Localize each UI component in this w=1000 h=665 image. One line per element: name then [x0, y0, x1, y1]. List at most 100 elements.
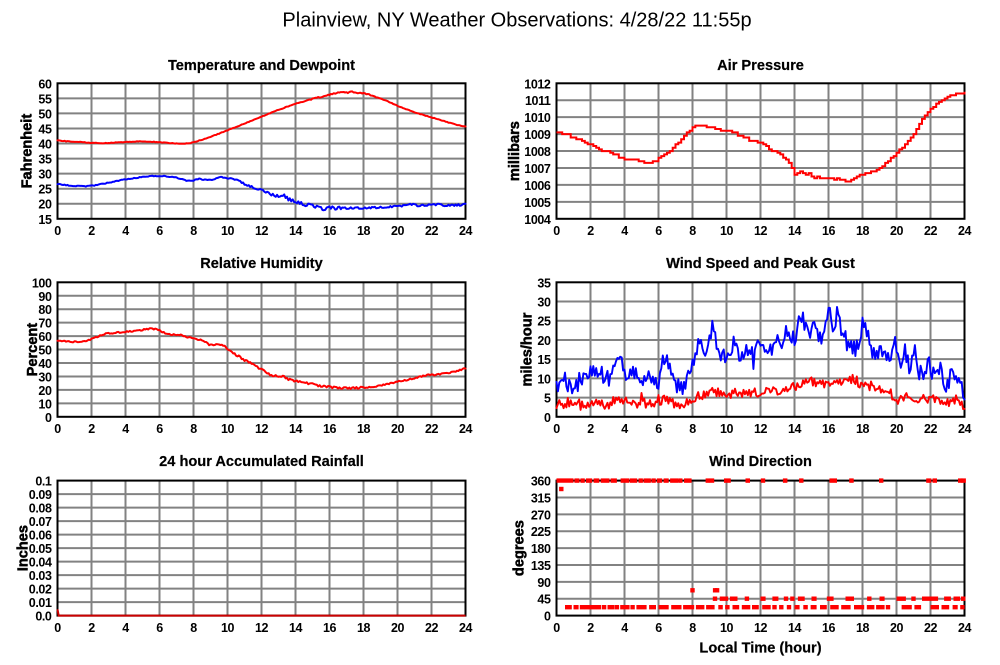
svg-text:45: 45	[38, 123, 52, 137]
svg-text:18: 18	[357, 621, 371, 635]
svg-text:14: 14	[289, 621, 303, 635]
svg-text:1011: 1011	[525, 94, 551, 108]
svg-text:24: 24	[459, 621, 473, 635]
svg-text:22: 22	[924, 422, 938, 436]
svg-text:315: 315	[531, 492, 551, 506]
svg-text:8: 8	[689, 422, 696, 436]
svg-text:10: 10	[221, 621, 235, 635]
svg-text:20: 20	[38, 198, 52, 212]
svg-text:18: 18	[856, 224, 870, 238]
svg-text:1007: 1007	[524, 162, 551, 176]
svg-text:millibars: millibars	[507, 121, 523, 181]
svg-text:270: 270	[531, 508, 551, 522]
svg-text:14: 14	[289, 422, 303, 436]
svg-text:1004: 1004	[524, 213, 551, 227]
svg-text:14: 14	[788, 224, 802, 238]
svg-text:2: 2	[587, 422, 594, 436]
svg-text:Fahrenheit: Fahrenheit	[20, 114, 36, 189]
svg-text:50: 50	[38, 344, 52, 358]
svg-text:16: 16	[323, 621, 337, 635]
svg-text:0: 0	[553, 621, 560, 635]
svg-text:2: 2	[88, 224, 95, 238]
svg-text:12: 12	[754, 422, 768, 436]
svg-text:225: 225	[531, 525, 551, 539]
svg-text:20: 20	[38, 384, 52, 398]
svg-text:16: 16	[323, 224, 337, 238]
svg-text:8: 8	[689, 621, 696, 635]
svg-text:180: 180	[531, 542, 551, 556]
svg-text:360: 360	[531, 475, 551, 489]
svg-text:8: 8	[190, 224, 197, 238]
svg-text:0.03: 0.03	[29, 569, 52, 583]
svg-text:4: 4	[122, 224, 129, 238]
svg-text:20: 20	[391, 224, 405, 238]
svg-text:10: 10	[221, 224, 235, 238]
svg-text:12: 12	[754, 621, 768, 635]
svg-text:60: 60	[38, 330, 52, 344]
svg-text:0: 0	[553, 422, 560, 436]
svg-text:22: 22	[425, 422, 439, 436]
svg-text:degrees: degrees	[512, 520, 528, 576]
svg-text:10: 10	[38, 397, 52, 411]
svg-text:24: 24	[459, 422, 473, 436]
svg-text:Wind Speed and Peak Gust: Wind Speed and Peak Gust	[666, 256, 855, 272]
svg-text:0: 0	[54, 621, 61, 635]
svg-text:5: 5	[544, 392, 551, 406]
svg-text:Temperature and Dewpoint: Temperature and Dewpoint	[168, 58, 355, 74]
svg-text:100: 100	[32, 276, 52, 290]
svg-text:0: 0	[45, 411, 52, 425]
svg-text:90: 90	[38, 290, 52, 304]
svg-text:6: 6	[655, 422, 662, 436]
svg-text:14: 14	[788, 422, 802, 436]
svg-text:0.02: 0.02	[29, 583, 52, 597]
svg-text:2: 2	[587, 621, 594, 635]
svg-text:40: 40	[38, 138, 52, 152]
svg-text:35: 35	[537, 276, 551, 290]
svg-text:15: 15	[38, 213, 52, 227]
svg-text:Relative Humidity: Relative Humidity	[200, 256, 323, 272]
svg-text:18: 18	[856, 422, 870, 436]
svg-text:0: 0	[544, 610, 551, 624]
svg-text:10: 10	[537, 372, 551, 386]
svg-text:20: 20	[391, 621, 405, 635]
svg-text:20: 20	[391, 422, 405, 436]
svg-text:45: 45	[537, 593, 551, 607]
svg-text:30: 30	[38, 370, 52, 384]
svg-text:16: 16	[822, 224, 836, 238]
svg-text:8: 8	[190, 621, 197, 635]
svg-text:20: 20	[890, 422, 904, 436]
svg-text:16: 16	[822, 422, 836, 436]
svg-text:20: 20	[890, 621, 904, 635]
svg-text:40: 40	[38, 357, 52, 371]
svg-text:10: 10	[720, 422, 734, 436]
svg-text:Air Pressure: Air Pressure	[717, 58, 804, 74]
svg-text:18: 18	[357, 422, 371, 436]
svg-text:20: 20	[890, 224, 904, 238]
svg-text:16: 16	[822, 621, 836, 635]
svg-text:1009: 1009	[524, 128, 551, 142]
svg-text:2: 2	[88, 621, 95, 635]
svg-text:35: 35	[38, 153, 52, 167]
svg-text:0.01: 0.01	[29, 596, 52, 610]
svg-text:4: 4	[621, 422, 628, 436]
svg-text:80: 80	[38, 303, 52, 317]
svg-text:14: 14	[788, 621, 802, 635]
svg-text:25: 25	[537, 315, 551, 329]
svg-text:20: 20	[537, 334, 551, 348]
svg-text:50: 50	[38, 107, 52, 121]
svg-text:24: 24	[958, 621, 972, 635]
svg-text:miles/hour: miles/hour	[520, 312, 536, 386]
svg-text:18: 18	[856, 621, 870, 635]
svg-text:30: 30	[537, 296, 551, 310]
svg-text:0.07: 0.07	[29, 515, 52, 529]
svg-text:Local Time (hour): Local Time (hour)	[699, 641, 821, 657]
svg-text:Percent: Percent	[25, 323, 41, 377]
svg-text:2: 2	[88, 422, 95, 436]
svg-text:1006: 1006	[524, 179, 551, 193]
svg-text:24: 24	[958, 422, 972, 436]
svg-text:0.09: 0.09	[29, 488, 52, 502]
svg-text:0: 0	[54, 224, 61, 238]
svg-text:24 hour Accumulated Rainfall: 24 hour Accumulated Rainfall	[159, 454, 364, 470]
svg-text:12: 12	[754, 224, 768, 238]
svg-text:24: 24	[459, 224, 473, 238]
